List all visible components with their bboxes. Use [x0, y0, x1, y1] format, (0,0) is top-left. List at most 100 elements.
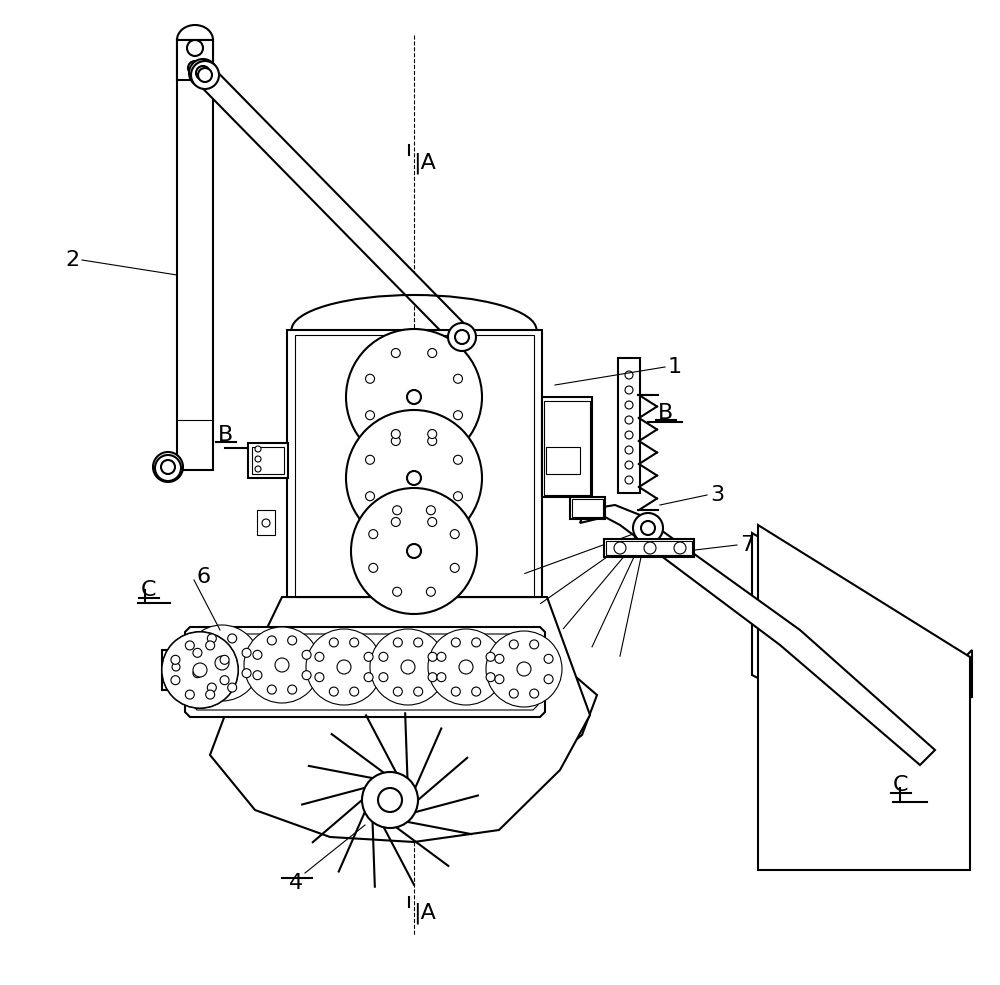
Circle shape [393, 505, 402, 515]
Circle shape [329, 638, 338, 647]
Circle shape [315, 673, 324, 682]
Circle shape [153, 452, 183, 482]
Circle shape [369, 530, 378, 539]
Circle shape [625, 416, 633, 424]
Circle shape [451, 688, 460, 696]
Circle shape [196, 66, 210, 80]
Polygon shape [185, 627, 545, 717]
Bar [287, 330, 542, 597]
Bar [542, 443, 584, 478]
Circle shape [495, 675, 504, 684]
Text: B: B [217, 425, 233, 445]
Circle shape [306, 629, 382, 705]
Circle shape [255, 456, 261, 462]
Circle shape [337, 660, 351, 674]
Bar [544, 401, 590, 495]
Circle shape [364, 673, 373, 682]
Circle shape [255, 446, 261, 452]
Circle shape [206, 641, 215, 650]
Circle shape [459, 660, 473, 674]
Circle shape [162, 632, 238, 708]
Polygon shape [758, 525, 970, 870]
Polygon shape [580, 505, 935, 765]
Circle shape [544, 675, 553, 684]
Circle shape [486, 673, 495, 682]
Circle shape [391, 429, 400, 438]
Circle shape [428, 629, 504, 705]
Circle shape [391, 517, 400, 526]
Circle shape [370, 629, 446, 705]
Circle shape [407, 471, 421, 485]
Circle shape [393, 688, 402, 696]
Bar [257, 510, 275, 535]
Circle shape [625, 446, 633, 454]
Circle shape [193, 663, 207, 677]
Bar [177, 40, 213, 470]
Circle shape [366, 374, 375, 383]
Circle shape [364, 652, 373, 661]
Circle shape [215, 656, 229, 670]
Circle shape [255, 466, 261, 472]
Circle shape [267, 636, 276, 645]
Circle shape [455, 330, 469, 344]
Circle shape [253, 650, 262, 659]
Circle shape [220, 655, 229, 664]
Circle shape [450, 530, 459, 539]
Circle shape [393, 638, 402, 647]
Circle shape [625, 371, 633, 379]
Circle shape [189, 59, 217, 87]
Bar [604, 539, 694, 557]
Circle shape [184, 625, 260, 701]
Circle shape [220, 676, 229, 685]
Circle shape [486, 652, 495, 661]
Circle shape [428, 436, 437, 445]
Circle shape [267, 686, 276, 694]
Circle shape [161, 460, 175, 474]
Text: |A: |A [414, 902, 436, 924]
Circle shape [472, 688, 481, 696]
Circle shape [437, 673, 446, 682]
Circle shape [188, 61, 202, 75]
Circle shape [185, 641, 194, 650]
Circle shape [509, 690, 518, 698]
Circle shape [155, 455, 181, 481]
Bar [618, 358, 640, 493]
Circle shape [391, 436, 400, 445]
Circle shape [428, 429, 437, 438]
Polygon shape [434, 597, 597, 815]
Circle shape [614, 542, 626, 554]
Circle shape [346, 410, 482, 546]
Bar [542, 397, 592, 497]
Circle shape [187, 40, 203, 56]
Circle shape [453, 411, 462, 420]
Circle shape [366, 411, 375, 420]
Polygon shape [210, 597, 590, 842]
Circle shape [369, 563, 378, 572]
Circle shape [472, 638, 481, 647]
Circle shape [172, 663, 180, 671]
Polygon shape [752, 533, 972, 700]
Text: 4: 4 [289, 873, 303, 893]
Circle shape [625, 386, 633, 394]
Circle shape [253, 671, 262, 680]
Polygon shape [240, 597, 394, 815]
Circle shape [379, 673, 388, 682]
Circle shape [407, 390, 421, 404]
Circle shape [242, 648, 251, 657]
Circle shape [228, 634, 237, 643]
Circle shape [401, 660, 415, 674]
Circle shape [509, 640, 518, 649]
Circle shape [262, 519, 270, 527]
Circle shape [625, 401, 633, 409]
Circle shape [244, 627, 320, 703]
Circle shape [414, 638, 423, 647]
Circle shape [428, 673, 437, 682]
Polygon shape [197, 67, 470, 345]
Text: C: C [892, 775, 908, 795]
Circle shape [302, 650, 311, 659]
Circle shape [185, 690, 194, 699]
Circle shape [428, 652, 437, 661]
Bar [177, 40, 213, 80]
Circle shape [315, 652, 324, 661]
Circle shape [242, 669, 251, 678]
